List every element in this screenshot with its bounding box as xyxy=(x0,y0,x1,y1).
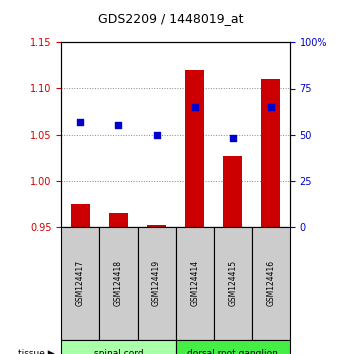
Text: spinal cord: spinal cord xyxy=(94,349,143,354)
Bar xyxy=(223,156,242,227)
Text: GDS2209 / 1448019_at: GDS2209 / 1448019_at xyxy=(98,12,243,25)
Point xyxy=(154,132,159,137)
Point xyxy=(192,104,197,110)
Text: GSM124416: GSM124416 xyxy=(266,260,275,306)
Text: tissue ▶: tissue ▶ xyxy=(18,349,55,354)
Bar xyxy=(261,79,280,227)
Text: GSM124419: GSM124419 xyxy=(152,260,161,306)
Bar xyxy=(185,70,204,227)
Bar xyxy=(71,204,90,227)
Point xyxy=(78,119,83,125)
Text: GSM124414: GSM124414 xyxy=(190,260,199,306)
Point xyxy=(268,104,273,110)
Text: GSM124417: GSM124417 xyxy=(76,260,85,306)
Text: GSM124415: GSM124415 xyxy=(228,260,237,306)
Point xyxy=(230,135,235,141)
Bar xyxy=(109,213,128,227)
Point xyxy=(116,122,121,128)
Bar xyxy=(147,225,166,227)
Text: dorsal root ganglion: dorsal root ganglion xyxy=(187,349,278,354)
Text: GSM124418: GSM124418 xyxy=(114,260,123,306)
